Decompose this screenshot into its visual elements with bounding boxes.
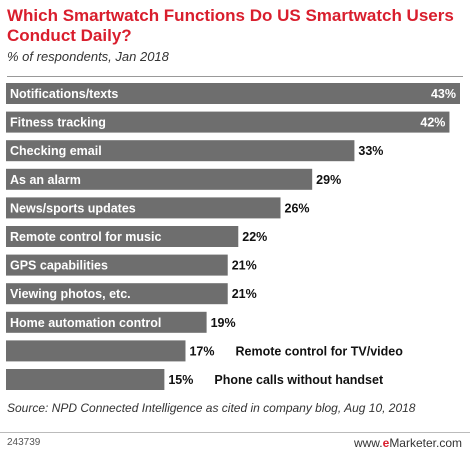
chart-title: Which Smartwatch Functions Do US Smartwa…	[7, 6, 454, 45]
value-label-9: 17%	[189, 344, 214, 358]
value-label-1: 42%	[420, 116, 445, 130]
bar-7	[6, 283, 228, 305]
bar-1	[6, 111, 450, 133]
bar-2	[6, 140, 355, 162]
brand-rest: Marketer.com	[389, 436, 462, 450]
category-label-5: Remote control for music	[10, 230, 161, 244]
bar-9	[6, 340, 186, 362]
bar-6	[6, 254, 228, 276]
category-label-6: GPS capabilities	[10, 259, 108, 273]
bar-5	[6, 226, 239, 247]
bar-8	[6, 311, 207, 333]
value-label-10: 15%	[168, 373, 193, 387]
brand-e: e	[382, 436, 390, 450]
category-label-4: News/sports updates	[10, 201, 136, 215]
category-label-8: Home automation control	[10, 316, 161, 330]
footer-divider	[0, 432, 470, 433]
category-label-10: Phone calls without handset	[214, 373, 384, 387]
value-label-5: 22%	[242, 230, 267, 244]
category-label-2: Checking email	[10, 144, 102, 158]
brand-prefix: www.	[353, 436, 383, 450]
category-label-0: Notifications/texts	[10, 87, 118, 101]
bar-10	[6, 369, 165, 390]
bar-3	[6, 168, 313, 190]
value-label-3: 29%	[316, 173, 341, 187]
source-note: Source: NPD Connected Intelligence as ci…	[7, 401, 416, 415]
value-label-4: 26%	[285, 201, 310, 215]
value-label-8: 19%	[211, 316, 236, 330]
bar-chart: 43% Notifications/texts 42% Fitness trackin…	[6, 83, 460, 390]
value-label-0: 43%	[431, 87, 456, 101]
category-label-1: Fitness tracking	[10, 116, 106, 130]
value-label-7: 21%	[232, 287, 257, 301]
category-label-9: Remote control for TV/video	[235, 344, 403, 358]
emarketer-logo: www.eMarketer.com	[354, 436, 462, 450]
chart-subtitle: % of respondents, Jan 2018	[7, 49, 169, 64]
value-label-6: 21%	[232, 259, 257, 273]
chart-id: 243739	[7, 437, 41, 448]
bar-0	[6, 83, 460, 104]
top-divider	[7, 76, 463, 77]
category-label-7: Viewing photos, etc.	[10, 287, 131, 301]
value-label-2: 33%	[358, 144, 383, 158]
category-label-3: As an alarm	[10, 173, 81, 187]
bar-4	[6, 197, 281, 219]
